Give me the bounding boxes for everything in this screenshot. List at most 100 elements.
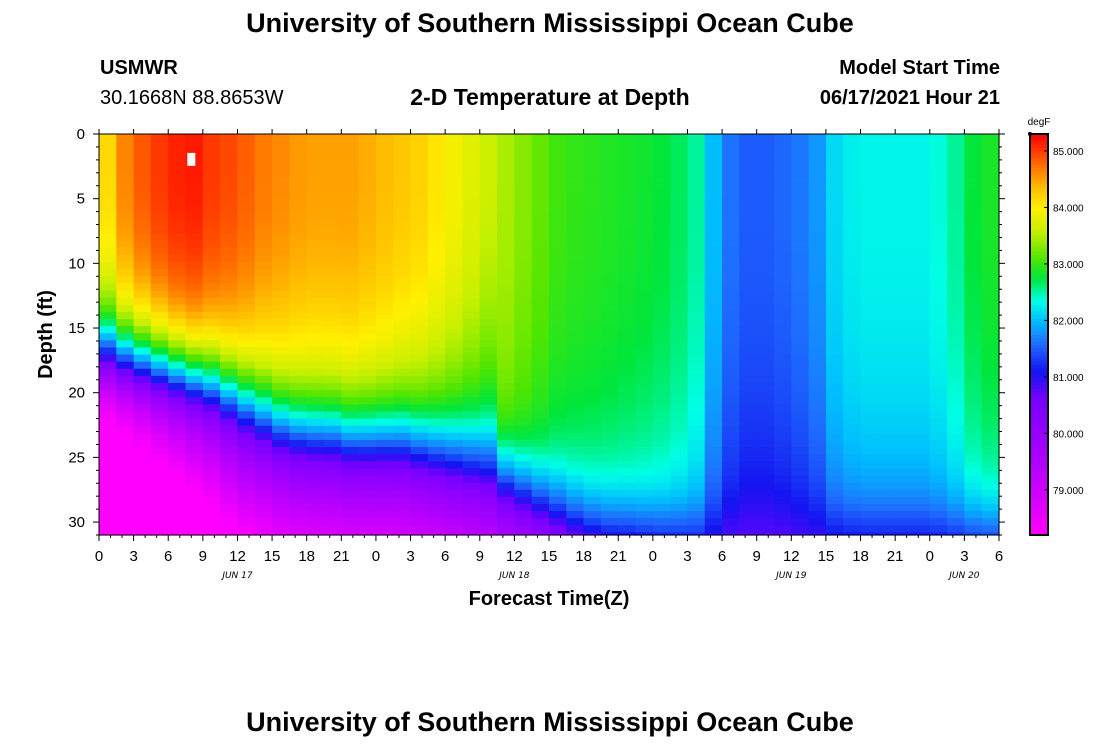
heatmap-cell xyxy=(393,198,412,206)
heatmap-cell xyxy=(964,212,983,220)
heatmap-cell xyxy=(583,311,602,320)
heatmap-cell xyxy=(479,511,498,519)
colorbar-segment xyxy=(1030,164,1048,169)
heatmap-cell xyxy=(497,525,515,534)
heatmap-cell xyxy=(116,361,135,370)
heatmap-cell xyxy=(912,390,931,398)
colorbar-segment xyxy=(1030,394,1048,399)
heatmap-cell xyxy=(583,475,602,484)
heatmap-cell xyxy=(99,397,117,405)
heatmap-cell xyxy=(981,340,1000,349)
heatmap-cell xyxy=(947,190,965,199)
heatmap-cell xyxy=(722,411,740,420)
heatmap-cell xyxy=(116,432,135,441)
heatmap-cell xyxy=(618,368,637,377)
heatmap-cell xyxy=(566,532,585,536)
heatmap-cell xyxy=(479,361,498,370)
heatmap-cell xyxy=(566,269,585,277)
heatmap-cell xyxy=(549,397,567,405)
heatmap-cell xyxy=(704,383,723,391)
heatmap-cell xyxy=(895,482,914,491)
heatmap-cell xyxy=(843,432,862,441)
heatmap-cell xyxy=(652,269,671,277)
heatmap-cell xyxy=(479,461,498,469)
heatmap-cell xyxy=(237,276,256,284)
heatmap-cell xyxy=(618,176,637,185)
heatmap-cell xyxy=(549,525,567,534)
heatmap-cell xyxy=(427,354,446,363)
heatmap-cell xyxy=(341,190,360,199)
heatmap-cell xyxy=(202,162,221,171)
heatmap-cell xyxy=(99,432,117,441)
heatmap-cell xyxy=(549,454,567,462)
heatmap-cell xyxy=(929,148,948,156)
heatmap-cell xyxy=(947,368,965,377)
colorbar-segment xyxy=(1030,317,1048,322)
colorbar-segment xyxy=(1030,217,1048,222)
heatmap-cell xyxy=(272,518,290,526)
heatmap-cell xyxy=(947,461,965,469)
heatmap-cell xyxy=(237,354,256,363)
heatmap-cell xyxy=(254,176,273,185)
heatmap-cell xyxy=(220,233,239,242)
heatmap-cell xyxy=(445,432,464,441)
heatmap-cell xyxy=(427,269,446,277)
heatmap-cell xyxy=(929,247,948,256)
heatmap-cell xyxy=(531,368,550,377)
heatmap-cell xyxy=(237,212,256,220)
heatmap-cell xyxy=(652,262,671,270)
heatmap-cell xyxy=(947,226,965,235)
heatmap-cell xyxy=(860,468,879,477)
heatmap-cell xyxy=(912,311,931,320)
heatmap-cell xyxy=(670,518,689,526)
heatmap-cell xyxy=(168,404,187,413)
heatmap-cell xyxy=(393,183,412,192)
heatmap-cell xyxy=(133,276,152,284)
heatmap-cell xyxy=(583,198,602,206)
heatmap-cell xyxy=(912,269,931,277)
heatmap-cell xyxy=(756,503,775,512)
heatmap-cell xyxy=(670,333,689,341)
heatmap-cell xyxy=(306,219,325,228)
heatmap-cell xyxy=(981,454,1000,462)
heatmap-cell xyxy=(825,503,844,512)
heatmap-cell xyxy=(791,432,810,441)
heatmap-cell xyxy=(531,212,550,220)
heatmap-cell xyxy=(929,425,948,434)
heatmap-cell xyxy=(687,134,706,142)
heatmap-cell xyxy=(427,283,446,292)
heatmap-cell xyxy=(324,404,342,413)
heatmap-cell xyxy=(964,475,983,484)
heatmap-cell xyxy=(722,489,740,498)
heatmap-cell xyxy=(756,262,775,270)
heatmap-cell xyxy=(618,447,637,455)
heatmap-cell xyxy=(358,233,377,242)
heatmap-cell xyxy=(306,190,325,199)
heatmap-cell xyxy=(427,240,446,249)
heatmap-cell xyxy=(860,333,879,341)
heatmap-cell xyxy=(375,447,394,455)
heatmap-cell xyxy=(912,496,931,505)
heatmap-cell xyxy=(410,532,429,536)
heatmap-cell xyxy=(981,134,1000,142)
heatmap-cell xyxy=(566,219,585,228)
heatmap-cell xyxy=(964,233,983,242)
heatmap-cell xyxy=(150,183,169,192)
heatmap-cell xyxy=(185,375,204,384)
heatmap-cell xyxy=(358,311,377,320)
heatmap-cell xyxy=(687,297,706,306)
heatmap-cell xyxy=(185,518,204,526)
heatmap-cell xyxy=(929,475,948,484)
heatmap-cell xyxy=(791,269,810,277)
heatmap-cell xyxy=(618,340,637,349)
heatmap-cell xyxy=(877,511,896,519)
heatmap-cell xyxy=(427,205,446,213)
heatmap-cell xyxy=(514,404,533,413)
heatmap-cell xyxy=(635,375,654,384)
heatmap-cell xyxy=(514,439,533,448)
heatmap-cell xyxy=(756,290,775,299)
heatmap-cell xyxy=(843,361,862,370)
heatmap-cell xyxy=(687,354,706,363)
heatmap-cell xyxy=(981,511,1000,519)
heatmap-cell xyxy=(306,333,325,341)
